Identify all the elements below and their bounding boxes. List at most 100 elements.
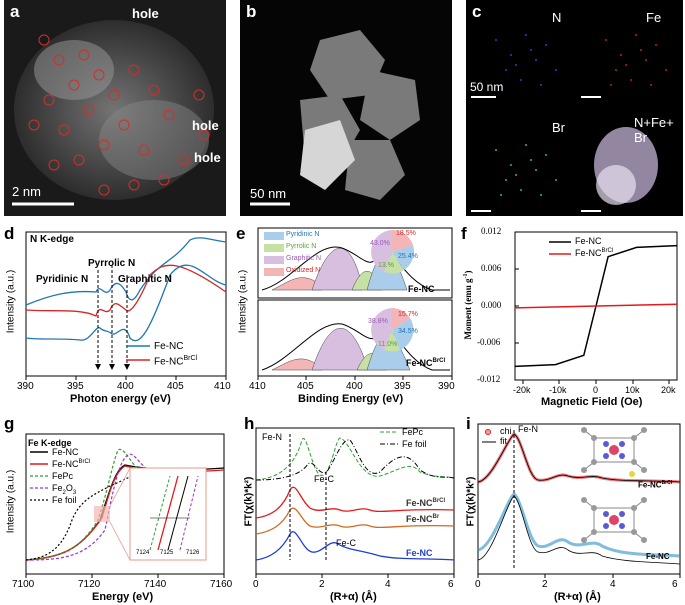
panel-f-chart: f Fe-NC Fe-NCBrCl 0.012 0.006 0.000 -0.0… <box>457 220 685 410</box>
panel-i-chart: i <box>462 410 685 605</box>
sem-image: b 50 nm <box>240 0 452 216</box>
scale-bar-label-b: 50 nm <box>250 186 287 201</box>
scale-bar-label-a: 2 nm <box>12 184 41 199</box>
g-inset-xtick-0: 7124 <box>136 550 150 556</box>
i-fen-label: Fe-N <box>518 424 538 434</box>
d-xtick-3: 405 <box>167 381 184 392</box>
d-xtick-0: 390 <box>17 381 34 392</box>
scale-bar-label-c: 50 nm <box>470 80 504 94</box>
e-xtick-4: 390 <box>438 381 455 392</box>
d-xtick-4: 410 <box>214 381 231 392</box>
map-label-merge-1: N+Fe+ <box>634 115 674 130</box>
i-legend-chi: chi <box>500 426 512 436</box>
h-fec-label-2: Fe-C <box>336 538 356 548</box>
g-legend-2: Fe-NCBrCl <box>52 459 91 469</box>
e-xtick-3: 395 <box>394 381 411 392</box>
e-pie2-pyrrolic: 11.0% <box>378 341 398 348</box>
f-xtick-2: 0 <box>593 385 599 395</box>
h-legend-fefoil: Fe foil <box>402 439 427 449</box>
f-xlabel: Magnetic Field (Oe) <box>541 396 643 408</box>
i-xlabel: (R+α) (Å) <box>554 591 601 603</box>
hole-label-2: hole <box>192 118 219 133</box>
g-xtick-3: 7160 <box>210 579 233 590</box>
h-curve-label-br: Fe-NCBr <box>406 514 440 524</box>
g-legend-3: FePc <box>52 471 74 481</box>
i-top-sample: Fe-NCBrCl <box>638 480 673 490</box>
f-ytick-1: 0.006 <box>481 263 502 273</box>
panel-e-chart: e Pyridinic N Pyrrolic N Gr <box>232 220 457 410</box>
e-pie1-pyrrolic: 13.% <box>378 262 394 269</box>
d-ylabel: Intensity (a.u.) <box>5 269 17 334</box>
map-label-br: Br <box>552 120 565 135</box>
e-legend-pyrrolic: Pyrrolic N <box>286 243 317 250</box>
h-fen-label: Fe-N <box>262 432 282 442</box>
e-pie1-oxidized: 18.5% <box>396 230 416 237</box>
d-legend-2: Fe-NCBrCl <box>154 355 198 368</box>
g-xtick-1: 7120 <box>78 579 101 590</box>
e-legend-pyridinic: Pyridinic N <box>286 231 320 238</box>
panel-label-d: d <box>4 224 15 243</box>
e-ylabel: Intensity (a.u.) <box>237 269 249 334</box>
e-pie2-graphitic: 38.8% <box>368 318 388 325</box>
f-ytick-2: 0.000 <box>481 300 502 310</box>
i-xtick-0: 0 <box>475 579 481 590</box>
panel-label-g: g <box>4 414 15 433</box>
e-bottom-sample: Fe-NCBrCl <box>406 358 446 368</box>
i-ylabel: FT(χ(k)*k²) <box>465 476 477 527</box>
f-series-line-1 <box>514 303 678 309</box>
g-legend-1: Fe-NC <box>52 447 79 457</box>
g-ylabel: Intensity (a.u.) <box>5 469 17 534</box>
haadf-stem-image: a hole hole hole 2 nm <box>4 0 226 216</box>
h-xtick-0: 0 <box>253 579 259 590</box>
panel-g-chart: g Fe K-edge Fe-NC Fe-NCBrCl FePc Fe2O3 F… <box>0 410 240 605</box>
panel-label-c: c <box>472 2 482 21</box>
h-xtick-1: 2 <box>319 579 325 590</box>
panel-label-f: f <box>461 224 467 243</box>
e-legend-oxidized: Oxidized N <box>286 267 321 274</box>
e-top-sample: Fe-NC <box>408 284 435 294</box>
e-pie2-pyridinic: 34.5% <box>398 328 418 335</box>
hole-label-3: hole <box>194 150 221 165</box>
g-xlabel: Energy (eV) <box>92 591 154 603</box>
panel-label-a: a <box>10 2 20 21</box>
f-ytick-0: 0.012 <box>481 226 502 236</box>
f-xtick-0: -20k <box>513 385 531 395</box>
f-ylabel: Moment (emu g-1) <box>463 270 473 340</box>
g-xtick-2: 7140 <box>144 579 167 590</box>
map-label-merge-2: Br <box>634 130 647 145</box>
f-xtick-4: 20k <box>661 385 676 395</box>
h-fec-label-1: Fe-C <box>314 474 334 484</box>
i-bottom-sample: Fe-NC <box>646 552 670 561</box>
panel-label-e: e <box>236 224 246 243</box>
e-legend-graphitic: Graphitic N <box>286 255 322 262</box>
i-legend-fit: fit <box>500 436 508 446</box>
g-title: Fe K-edge <box>28 438 72 448</box>
g-legend-5: Fe foil <box>52 495 77 505</box>
eds-mapping: c N Fe Br N+Fe+ Br 50 nm <box>466 0 683 216</box>
h-curve-label-fenc: Fe-NC <box>406 548 433 558</box>
i-xtick-3: 6 <box>672 579 678 590</box>
f-xtick-1: -10k <box>549 385 567 395</box>
d-title: N K-edge <box>30 234 74 245</box>
e-xtick-2: 400 <box>346 381 363 392</box>
e-pie2-oxidized: 15.7% <box>398 311 418 318</box>
h-curve-label-brcl: Fe-NCBrCl <box>406 498 446 508</box>
f-ytick-3: -0.006 <box>477 337 501 347</box>
h-xlabel: (R+α) (Å) <box>330 591 377 603</box>
panel-label-i: i <box>466 414 471 433</box>
d-xtick-2: 400 <box>117 381 134 392</box>
i-xtick-1: 2 <box>542 579 548 590</box>
g-inset-xtick-2: 7126 <box>186 550 200 556</box>
d-legend-1: Fe-NC <box>154 341 184 352</box>
d-xtick-1: 395 <box>67 381 84 392</box>
h-xtick-3: 6 <box>448 579 454 590</box>
hole-label-1: hole <box>132 6 159 21</box>
g-inset-xtick-1: 7125 <box>160 550 174 556</box>
h-xtick-2: 4 <box>385 579 391 590</box>
h-legend-fepc: FePc <box>402 427 424 437</box>
e-xtick-0: 410 <box>249 381 266 392</box>
h-ylabel: FT(χ(k)*k²) <box>243 476 255 527</box>
e-pie1-graphitic: 43.0% <box>370 240 390 247</box>
g-xtick-0: 7100 <box>12 579 35 590</box>
f-ytick-4: -0.012 <box>477 374 501 384</box>
